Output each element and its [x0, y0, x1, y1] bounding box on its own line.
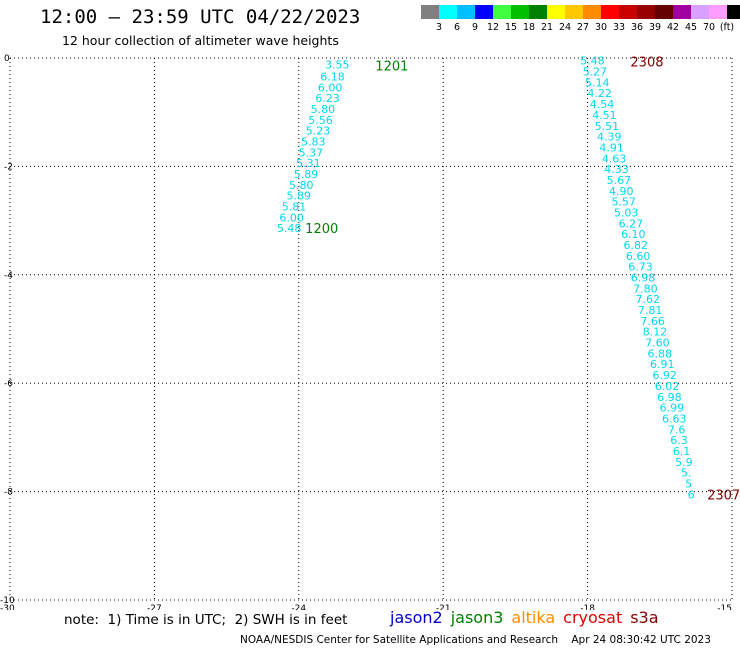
wave-height-value: 6: [688, 488, 695, 501]
y-tick-label: -6: [4, 379, 13, 389]
pass-time-label-start: 2308: [630, 56, 663, 71]
footer-note: note: 1) Time is in UTC; 2) SWH is in fe…: [64, 612, 347, 628]
pass-time-label-start: 1201: [375, 60, 408, 75]
pass-time-label-end: 2307: [707, 488, 740, 503]
x-tick-label: -27: [147, 604, 162, 610]
satellite-legend-item: jason3: [451, 608, 504, 627]
y-tick-label: -10: [0, 596, 15, 606]
y-tick-label: -2: [4, 162, 13, 172]
satellite-legend-item: cryosat: [563, 608, 622, 627]
y-tick-label: -4: [4, 271, 13, 281]
credit-line: NOAA/NESDIS Center for Satellite Applica…: [240, 634, 711, 646]
pass-time-label-end: 1200: [305, 222, 338, 237]
y-tick-label: 0: [4, 54, 10, 64]
satellite-legend-item: altika: [511, 608, 555, 627]
x-tick-label: -24: [291, 604, 306, 610]
satellite-legend-item: s3a: [630, 608, 658, 627]
y-tick-label: -8: [4, 488, 13, 498]
x-tick-label: -15: [717, 604, 732, 610]
wave-height-value: 5.48: [277, 222, 302, 235]
wave-height-plot: -30 -27 -24 -21 -18 -150-2-4-6-8-103.556.186.…: [0, 0, 740, 610]
satellite-legend: jason2 jason3 altika cryosat s3a: [390, 608, 667, 627]
satellite-legend-item: jason2: [390, 608, 443, 627]
